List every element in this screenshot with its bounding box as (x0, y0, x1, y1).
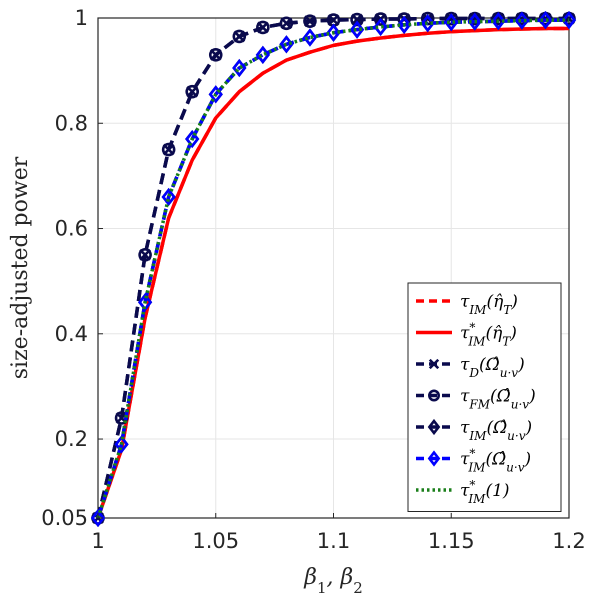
y-axis-label: size-adjusted power (8, 156, 33, 379)
data-point (444, 11, 459, 26)
legend-label: τ* IM(η̂T) (460, 321, 517, 349)
legend-marker (428, 389, 440, 402)
legend-label: τD(Ω̂u·v) (460, 355, 525, 380)
legend-entry: τIM(η̂T) (416, 292, 518, 317)
data-point (303, 14, 317, 28)
data-point (208, 48, 223, 62)
legend-marker (427, 418, 441, 436)
legend-entry: τD(Ω̂u·v) (416, 355, 525, 380)
legend-entry: τ* IM(η̂T) (416, 321, 517, 349)
y-tick-label: 0.2 (55, 427, 88, 451)
data-point (349, 20, 365, 39)
series-group (90, 10, 577, 528)
x-tick-label: 1.15 (428, 529, 475, 553)
data-point (444, 13, 459, 32)
legend-marker (427, 450, 441, 467)
data-point (420, 14, 435, 33)
legend: τIM(η̂T) τ* IM(η̂T) τD(Ω̂u·v) τFM(Ω̂u·v) τIM(… (407, 282, 562, 512)
series-line (96, 16, 569, 519)
data-point (326, 23, 341, 42)
x-tick-label: 1.05 (192, 529, 239, 553)
series-line (96, 26, 569, 519)
data-point (350, 12, 364, 27)
axis-ticks: 1 1.05 1.1 1.15 1.2 0.05 0.2 0.4 0.6 0.8 1 (41, 6, 585, 553)
data-point (373, 17, 388, 37)
legend-label: τ* IM(Ω̂u·v) (460, 447, 531, 475)
x-tick-label: 1 (91, 529, 104, 553)
data-point (538, 10, 553, 30)
data-point (514, 11, 530, 30)
series-line (96, 18, 569, 519)
y-tick-label: 0.05 (41, 506, 88, 530)
data-point (302, 28, 318, 47)
data-point (232, 58, 247, 78)
series-6 (96, 18, 569, 519)
data-point (185, 129, 200, 149)
data-point (467, 12, 482, 31)
data-point (561, 10, 577, 30)
legend-label: τFM(Ω̂u·v) (460, 387, 536, 412)
data-point (256, 20, 270, 35)
data-point (397, 15, 412, 34)
data-point (161, 142, 176, 157)
y-tick-label: 1 (75, 6, 88, 30)
data-point (232, 29, 247, 44)
data-point (373, 12, 388, 26)
data-point (114, 435, 129, 454)
y-tick-label: 0.8 (55, 111, 88, 135)
legend-entry: τIM(Ω̂u·v) (416, 418, 532, 443)
legend-marker (428, 358, 440, 370)
y-tick-label: 0.4 (55, 322, 88, 346)
data-point (90, 508, 106, 528)
data-point (491, 12, 506, 31)
x-tick-label: 1.2 (552, 529, 585, 553)
series-1 (96, 26, 569, 519)
legend-label: τ* IM(1) (460, 478, 510, 506)
data-point (185, 84, 199, 99)
x-tick-label: 1.1 (317, 529, 350, 553)
data-point (255, 45, 270, 64)
data-point (279, 16, 294, 31)
legend-entry: τ* IM(Ω̂u·v) (416, 447, 531, 475)
y-tick-label: 0.6 (55, 217, 88, 241)
legend-entry: τ* IM(1) (416, 478, 510, 506)
legend-label: τIM(η̂T) (460, 292, 518, 317)
data-point (137, 293, 153, 312)
legend-label: τIM(Ω̂u·v) (460, 418, 532, 443)
x-axis-label: β1, β2 (303, 565, 363, 597)
data-point (161, 187, 176, 207)
data-point (138, 248, 152, 262)
legend-entry: τFM(Ω̂u·v) (416, 387, 536, 412)
